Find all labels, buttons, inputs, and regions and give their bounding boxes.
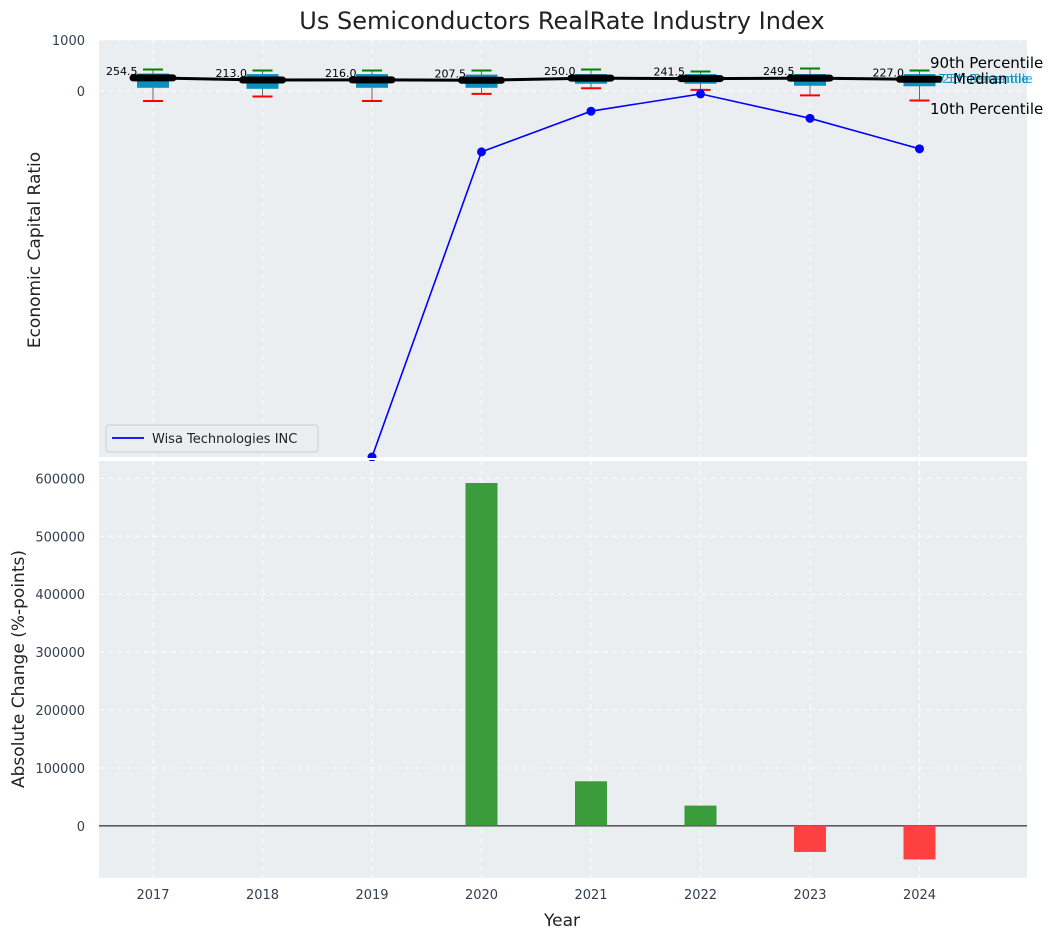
- top-y-tick-label: 0: [77, 85, 85, 100]
- median-label: 207.5: [435, 67, 467, 80]
- bottom-gridlines: [99, 461, 1027, 878]
- company-point: [367, 452, 377, 462]
- median-label: 241.5: [654, 66, 686, 79]
- x-tick-label: 2018: [246, 888, 279, 903]
- x-axis-label: Year: [543, 911, 580, 931]
- company-series: [367, 89, 924, 462]
- legend: Wisa Technologies INC: [105, 424, 319, 453]
- bottom-y-axis-label: Absolute Change (%-points): [9, 550, 29, 788]
- company-polyline: [371, 93, 920, 458]
- top-y-axis-label: Economic Capital Ratio: [25, 152, 45, 348]
- annotation-p75: 75th Percentile: [938, 72, 1029, 86]
- company-point: [586, 106, 596, 116]
- annotation-p90: 90th Percentile: [930, 54, 1043, 72]
- company-point: [915, 144, 924, 154]
- company-point: [477, 147, 486, 157]
- top-panel: 1000 0 Economic Capital Ratio 254.5 213.0 2…: [25, 34, 1043, 462]
- bar-2020: [465, 483, 498, 826]
- legend-box: [105, 424, 319, 453]
- x-tick-label: 2017: [136, 888, 169, 903]
- annotation-median: Median: [953, 70, 1008, 88]
- bar-2024: [903, 825, 936, 860]
- x-tick-label: 2022: [684, 888, 717, 903]
- bottom-y-tick-label: 300000: [35, 646, 85, 661]
- chart-title: Us Semiconductors RealRate Industry Inde…: [299, 7, 824, 35]
- bottom-y-tick-label: 600000: [35, 472, 85, 487]
- top-gridlines: [99, 39, 1027, 457]
- x-tick-label: 2024: [903, 888, 936, 903]
- median-trend: [129, 74, 943, 84]
- bottom-y-tick-label: 400000: [35, 588, 85, 603]
- median-label: 250.0: [544, 65, 576, 78]
- median-label: 254.5: [106, 65, 138, 78]
- bar-2021: [575, 781, 607, 826]
- top-plot-area: [99, 40, 1027, 457]
- median-label: 249.5: [763, 65, 795, 78]
- x-tick-label: 2021: [574, 888, 607, 903]
- legend-label: Wisa Technologies INC: [152, 432, 297, 447]
- x-tick-label: 2020: [465, 888, 498, 903]
- bottom-y-tick-label: 0: [77, 820, 85, 835]
- median-label: 227.0: [873, 66, 905, 79]
- x-tick-label: 2023: [793, 888, 826, 903]
- top-y-ticks: 1000 0: [52, 34, 85, 100]
- bottom-y-ticks: 600000 500000 400000 300000 200000 100000 0: [35, 472, 85, 835]
- bar-2023: [794, 825, 826, 852]
- annotation-p10: 10th Percentile: [930, 100, 1043, 118]
- change-bars: [465, 483, 936, 860]
- annotation-p25: 25th Percentile: [942, 72, 1033, 86]
- company-point: [805, 113, 815, 123]
- company-point: [696, 89, 705, 99]
- bar-2022: [684, 805, 717, 826]
- x-ticks: 2017 2018 2019 2020 2021 2022 2023 2024: [136, 888, 936, 903]
- bottom-y-tick-label: 500000: [35, 530, 85, 545]
- bottom-plot-area: [99, 461, 1027, 878]
- median-label: 216.0: [325, 67, 357, 80]
- bottom-y-tick-label: 100000: [35, 762, 85, 777]
- x-tick-label: 2019: [355, 888, 388, 903]
- bottom-panel: 600000 500000 400000 300000 200000 100000 0 20…: [9, 461, 1027, 931]
- median-label: 213.0: [216, 67, 248, 80]
- bottom-y-tick-label: 200000: [35, 704, 85, 719]
- top-y-tick-label: 1000: [52, 34, 85, 49]
